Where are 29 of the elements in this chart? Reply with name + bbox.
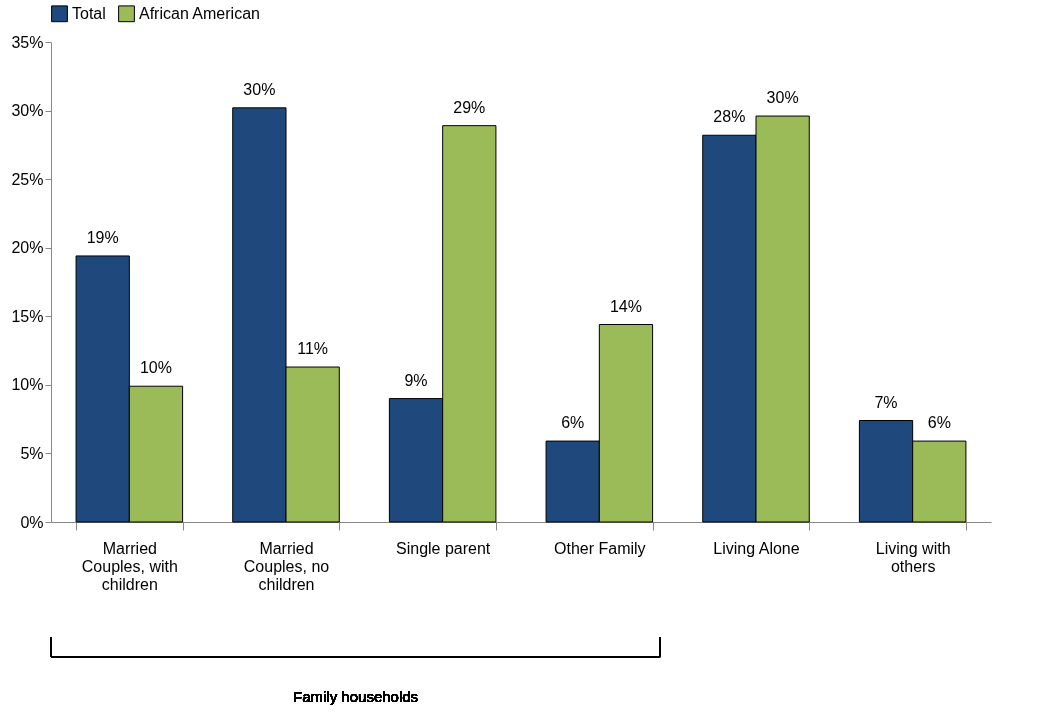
y-tick-label: 5%: [20, 444, 44, 462]
text: Family households: [293, 688, 419, 705]
x-tick-label: Living with others: [875, 539, 951, 575]
data-label: 19%: [86, 228, 119, 246]
data-label: 7%: [874, 393, 898, 411]
data-label: 14%: [609, 297, 642, 315]
x-tick-label: Other Family: [554, 539, 646, 557]
y-tick-label: 0%: [20, 513, 44, 531]
data-label: 6%: [927, 414, 951, 432]
data-label: 30%: [766, 89, 799, 107]
data-label: 28%: [713, 108, 746, 126]
y-tick-label: 25%: [11, 170, 44, 188]
y-tick-label: 35%: [11, 33, 44, 51]
y-tick-label: 20%: [11, 239, 44, 257]
data-label: 30%: [243, 80, 276, 98]
x-tick-label: Living Alone: [713, 539, 800, 557]
data-label: 9%: [404, 371, 428, 389]
data-label: 6%: [561, 414, 585, 432]
x-tick-label: Married Couples, no children: [243, 539, 330, 593]
y-tick-label: 30%: [11, 102, 44, 120]
x-tick-label: Married Couples, with children: [81, 539, 178, 593]
data-label: 11%: [297, 340, 329, 358]
y-tick-label: 10%: [11, 376, 44, 394]
legend-label: African American: [139, 4, 260, 22]
data-label: 10%: [139, 359, 172, 377]
x-tick-label: Single parent: [396, 539, 491, 557]
data-label: 29%: [453, 98, 486, 116]
y-tick-label: 15%: [11, 307, 44, 325]
legend-label: Total: [72, 4, 106, 22]
